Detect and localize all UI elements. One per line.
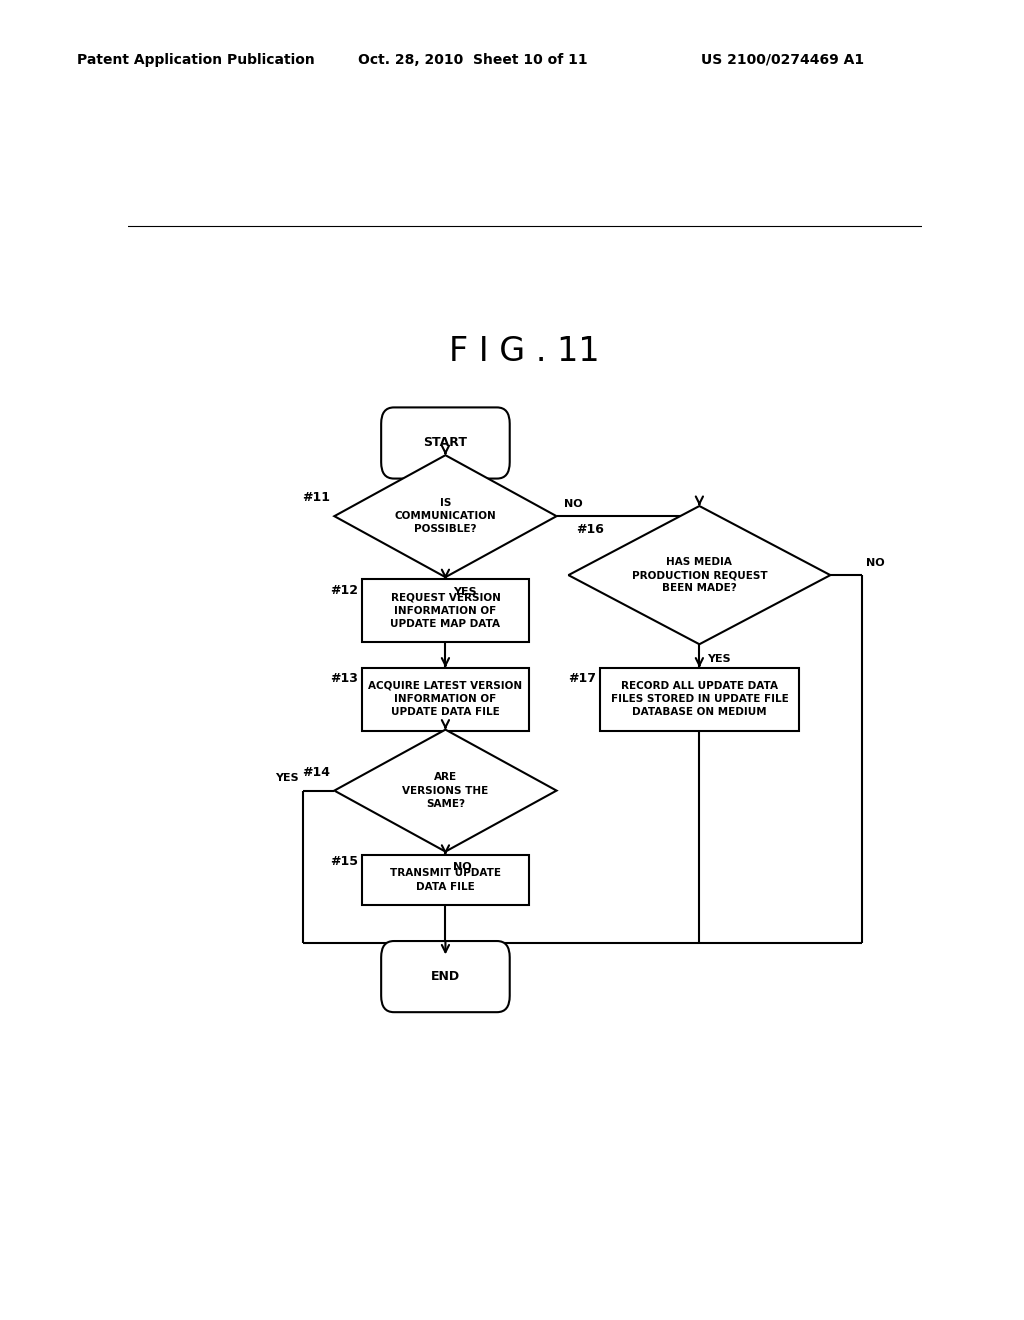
- Text: ARE
VERSIONS THE
SAME?: ARE VERSIONS THE SAME?: [402, 772, 488, 809]
- Text: REQUEST VERSION
INFORMATION OF
UPDATE MAP DATA: REQUEST VERSION INFORMATION OF UPDATE MA…: [390, 593, 501, 628]
- Text: NO: NO: [454, 862, 472, 871]
- Text: #17: #17: [568, 672, 596, 685]
- Text: #16: #16: [577, 523, 604, 536]
- FancyBboxPatch shape: [381, 941, 510, 1012]
- Polygon shape: [334, 455, 557, 577]
- Text: Oct. 28, 2010  Sheet 10 of 11: Oct. 28, 2010 Sheet 10 of 11: [358, 53, 588, 67]
- Text: IS
COMMUNICATION
POSSIBLE?: IS COMMUNICATION POSSIBLE?: [394, 498, 497, 535]
- Text: #13: #13: [331, 672, 358, 685]
- Text: ACQUIRE LATEST VERSION
INFORMATION OF
UPDATE DATA FILE: ACQUIRE LATEST VERSION INFORMATION OF UP…: [369, 681, 522, 717]
- Text: YES: YES: [454, 587, 477, 598]
- Text: YES: YES: [275, 774, 299, 783]
- Bar: [362, 579, 528, 643]
- Text: HAS MEDIA
PRODUCTION REQUEST
BEEN MADE?: HAS MEDIA PRODUCTION REQUEST BEEN MADE?: [632, 557, 767, 593]
- Text: Patent Application Publication: Patent Application Publication: [77, 53, 314, 67]
- Text: NO: NO: [866, 558, 885, 568]
- Text: YES: YES: [708, 655, 731, 664]
- Text: US 2100/0274469 A1: US 2100/0274469 A1: [701, 53, 864, 67]
- Text: NO: NO: [564, 499, 583, 510]
- Text: TRANSMIT UPDATE
DATA FILE: TRANSMIT UPDATE DATA FILE: [390, 869, 501, 891]
- Bar: [600, 668, 799, 731]
- Polygon shape: [568, 506, 830, 644]
- Bar: [362, 855, 528, 906]
- Text: #15: #15: [330, 855, 358, 869]
- Text: #12: #12: [330, 583, 358, 597]
- Text: START: START: [424, 437, 467, 450]
- FancyBboxPatch shape: [381, 408, 510, 479]
- Text: END: END: [431, 970, 460, 983]
- Polygon shape: [334, 730, 557, 851]
- Text: RECORD ALL UPDATE DATA
FILES STORED IN UPDATE FILE
DATABASE ON MEDIUM: RECORD ALL UPDATE DATA FILES STORED IN U…: [610, 681, 788, 717]
- Text: #11: #11: [302, 491, 331, 504]
- Bar: [362, 668, 528, 731]
- Text: #14: #14: [302, 766, 331, 779]
- Text: F I G . 11: F I G . 11: [450, 335, 600, 368]
